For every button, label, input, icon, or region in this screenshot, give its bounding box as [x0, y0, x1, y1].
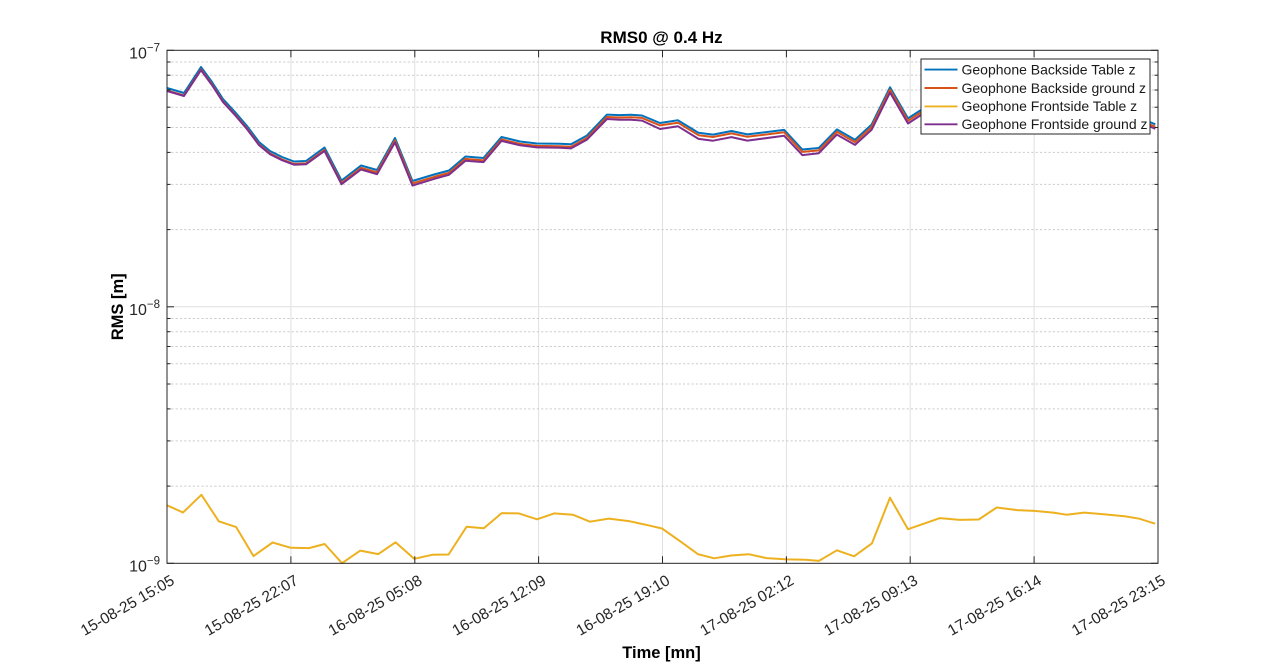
svg-text:Geophone Frontside ground z: Geophone Frontside ground z [962, 116, 1148, 132]
svg-text:Geophone Backside Table z: Geophone Backside Table z [962, 61, 1136, 77]
svg-text:RMS [m]: RMS [m] [109, 273, 127, 340]
svg-text:RMS0 @ 0.4 Hz: RMS0 @ 0.4 Hz [600, 28, 722, 47]
svg-text:Geophone Backside ground z: Geophone Backside ground z [962, 80, 1146, 96]
svg-text:Time [mn]: Time [mn] [622, 644, 701, 662]
svg-text:Geophone Frontside Table z: Geophone Frontside Table z [962, 98, 1138, 114]
